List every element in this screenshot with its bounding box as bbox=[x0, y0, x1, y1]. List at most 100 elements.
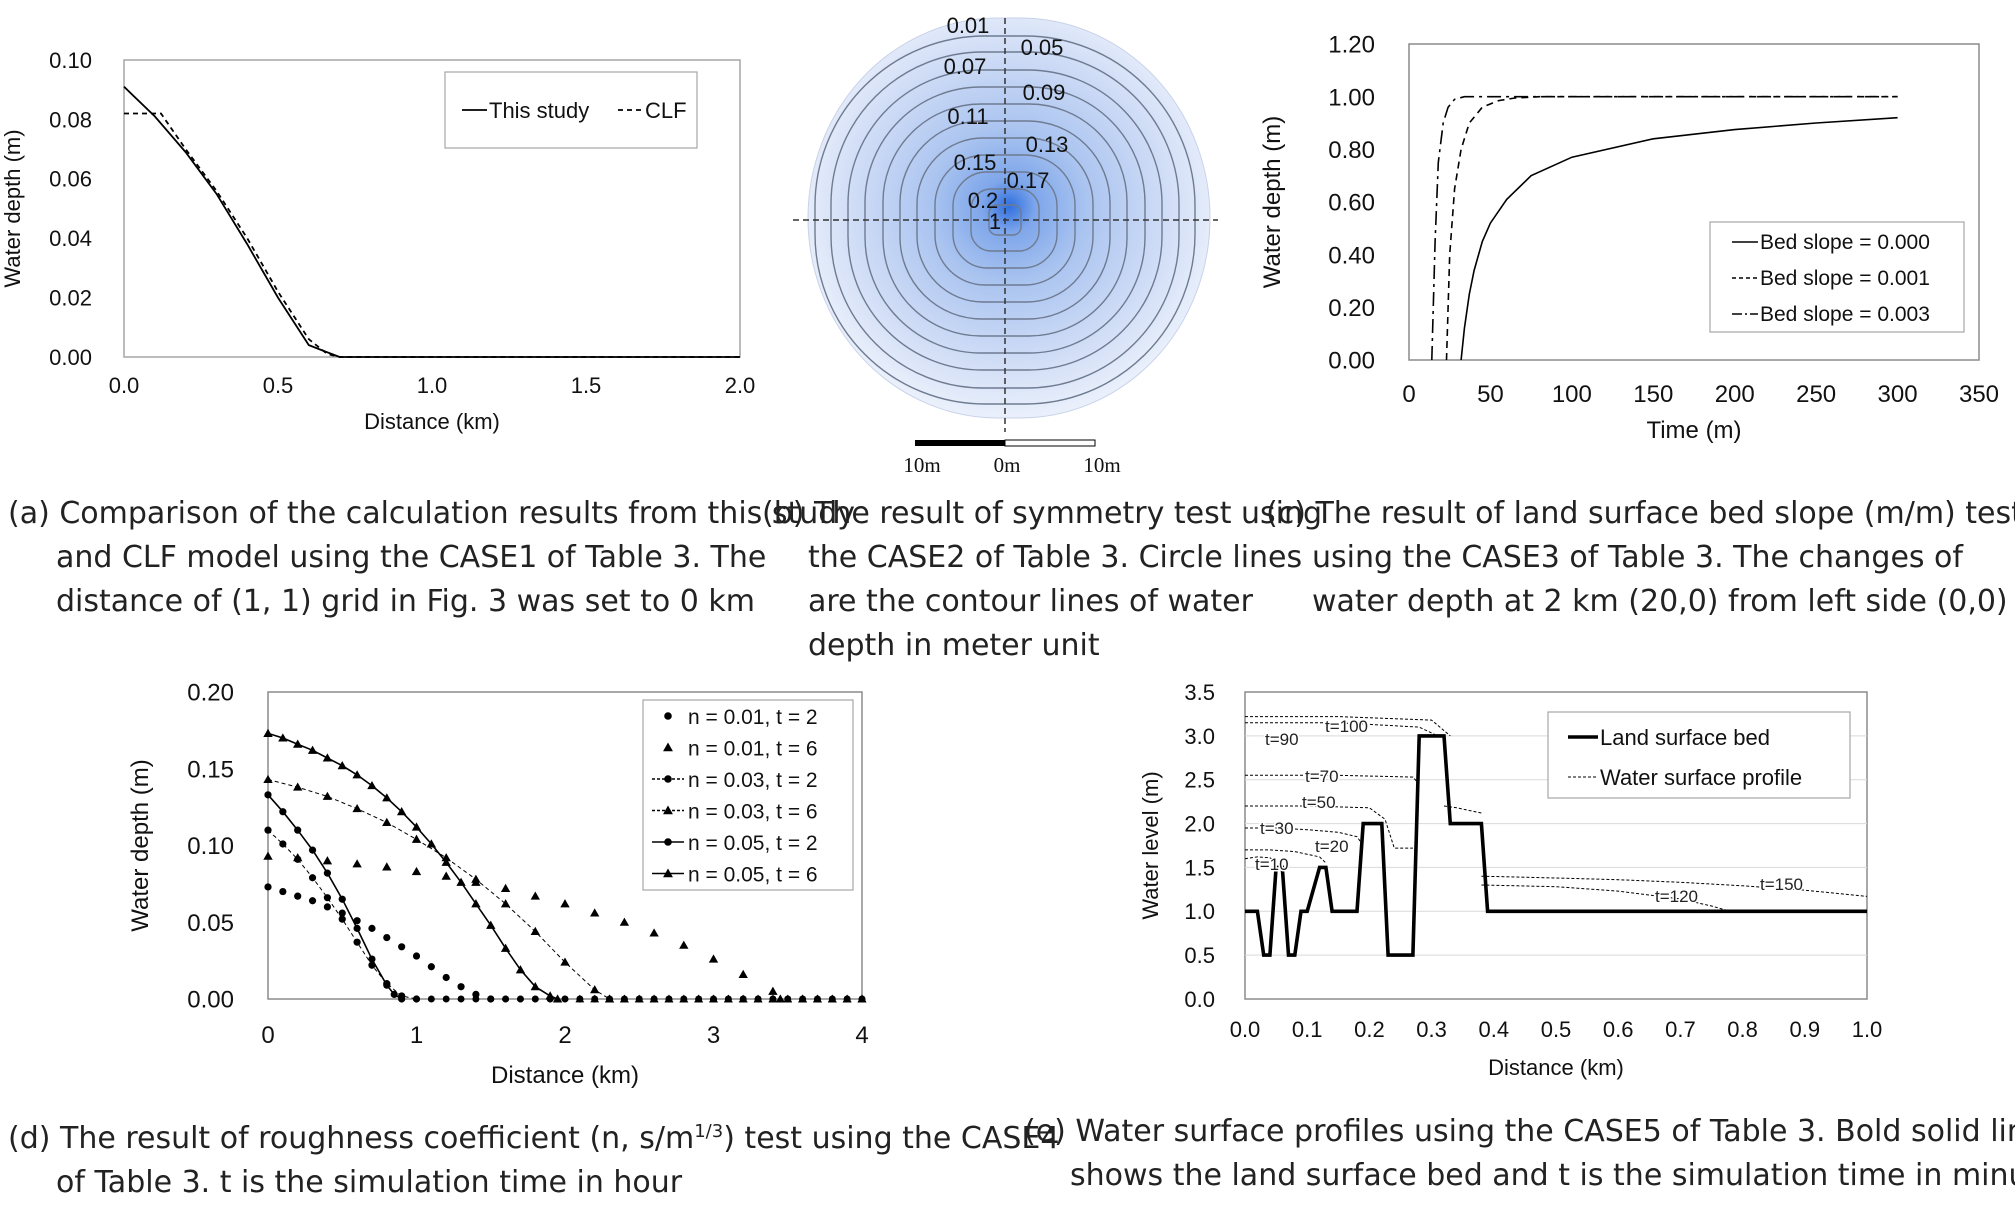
data-point bbox=[561, 995, 569, 1003]
y-tick-label: 1.00 bbox=[1328, 84, 1375, 111]
data-point bbox=[545, 991, 555, 1000]
x-axis-label: Distance (km) bbox=[364, 409, 500, 434]
caption-c-line-1: (c) The result of land surface bed slope… bbox=[1266, 496, 2015, 531]
legend-label: n = 0.01, t = 6 bbox=[688, 738, 818, 761]
contour-label: 1 bbox=[989, 209, 1001, 234]
x-tick-label: 0 bbox=[261, 1022, 274, 1049]
data-point bbox=[411, 866, 422, 876]
chart-c: 0 50 100 150 200 250 300 350 0.00 0.20 0.40 0.60 0.8… bbox=[1259, 32, 1999, 444]
data-point bbox=[552, 994, 563, 1003]
scale-bar-white bbox=[1004, 439, 1096, 447]
y-tick-label: 0.00 bbox=[187, 987, 234, 1014]
caption-a-line-2: and CLF model using the CASE1 of Table 3… bbox=[56, 540, 767, 575]
data-point bbox=[738, 994, 748, 1003]
data-point bbox=[353, 924, 361, 932]
y-tick-label: 1.0 bbox=[1184, 899, 1215, 924]
y-axis-label: Water level (m) bbox=[1138, 771, 1163, 919]
x-tick-label: 2 bbox=[558, 1022, 571, 1049]
y-tick-label: 0.20 bbox=[1328, 295, 1375, 322]
y-tick-label: 0.08 bbox=[49, 107, 92, 132]
contour-label: 0.2 bbox=[968, 188, 999, 213]
series-line-clf bbox=[124, 112, 740, 358]
data-point bbox=[308, 846, 317, 854]
data-point bbox=[738, 969, 748, 978]
water-surface-profile bbox=[1245, 774, 1420, 785]
data-point bbox=[390, 990, 398, 998]
data-point bbox=[263, 728, 273, 737]
data-point bbox=[694, 994, 704, 1003]
contour-label: 0.11 bbox=[947, 104, 988, 129]
data-point bbox=[353, 917, 361, 925]
x-axis-label: Time (m) bbox=[1646, 417, 1741, 444]
data-point bbox=[441, 871, 451, 880]
data-point bbox=[619, 994, 629, 1003]
profile-time-label: t=30 bbox=[1260, 819, 1294, 838]
data-point bbox=[502, 995, 509, 1003]
y-axis-label: Water depth (m) bbox=[127, 759, 154, 932]
legend: This study CLF bbox=[444, 71, 698, 149]
caption-d-text-a: (d) The result of roughness coefficient … bbox=[8, 1121, 695, 1156]
data-point bbox=[279, 887, 287, 896]
legend-label: n = 0.03, t = 6 bbox=[688, 801, 818, 824]
caption-e-line-1: (e) Water surface profiles using the CAS… bbox=[1024, 1114, 2015, 1149]
data-point bbox=[279, 808, 287, 816]
x-tick-label: 1.0 bbox=[1852, 1017, 1883, 1042]
caption-d-line-2: of Table 3. t is the simulation time in … bbox=[56, 1165, 683, 1200]
legend-label: Bed slope = 0.001 bbox=[1760, 267, 1930, 290]
legend-label-this-study: This study bbox=[489, 98, 589, 123]
chart-a: 0.0 0.5 1.0 1.5 2.0 0.00 0.02 0.04 0.06 0.08 0.10 D… bbox=[0, 48, 755, 434]
caption-a: (a) Comparison of the calculation result… bbox=[8, 492, 855, 624]
profile-time-label: t=70 bbox=[1305, 767, 1339, 786]
data-point bbox=[842, 994, 852, 1003]
caption-e: (e) Water surface profiles using the CAS… bbox=[1024, 1110, 2015, 1198]
data-point bbox=[426, 839, 437, 848]
x-tick-label: 0.9 bbox=[1790, 1017, 1821, 1042]
profile-time-label: t=150 bbox=[1760, 875, 1803, 894]
profile-time-label: t=90 bbox=[1265, 730, 1299, 749]
legend-label: Bed slope = 0.003 bbox=[1760, 303, 1930, 326]
series-line-this-study bbox=[123, 86, 740, 358]
series-line-5 bbox=[267, 732, 558, 1000]
plot-area-frame bbox=[1244, 691, 1868, 1000]
data-point bbox=[264, 826, 272, 834]
data-point bbox=[619, 917, 630, 926]
data-point bbox=[775, 994, 786, 1003]
data-point bbox=[323, 894, 331, 902]
y-tick-label: 0.00 bbox=[1328, 348, 1375, 375]
data-point bbox=[382, 817, 392, 826]
data-point bbox=[813, 994, 822, 1003]
data-point bbox=[413, 995, 420, 1003]
data-point bbox=[353, 938, 361, 946]
data-point bbox=[487, 995, 495, 1003]
legend-label: n = 0.05, t = 6 bbox=[688, 864, 818, 887]
caption-e-line-2: shows the land surface bed and t is the … bbox=[1070, 1158, 2015, 1193]
series-line-4 bbox=[267, 794, 403, 1000]
data-point bbox=[294, 892, 302, 900]
caption-c: (c) The result of land surface bed slope… bbox=[1266, 492, 2015, 624]
data-point bbox=[783, 994, 793, 1003]
data-point bbox=[530, 891, 540, 900]
caption-b: (b) The result of symmetry test using th… bbox=[762, 492, 1322, 668]
x-tick-label: 2.0 bbox=[725, 373, 756, 398]
x-tick-label: 0.8 bbox=[1727, 1017, 1758, 1042]
water-depth-field bbox=[807, 17, 1211, 419]
data-point bbox=[307, 745, 318, 754]
data-point bbox=[798, 994, 808, 1003]
x-tick-label: 0.0 bbox=[109, 373, 140, 398]
scale-bar-label: 10m bbox=[903, 453, 940, 477]
data-point bbox=[649, 994, 659, 1003]
y-tick-label: 0.0 bbox=[1184, 987, 1215, 1012]
data-point bbox=[500, 883, 511, 892]
x-tick-label: 4 bbox=[855, 1022, 868, 1049]
x-tick-label: 0.0 bbox=[1230, 1017, 1261, 1042]
caption-b-line-4: depth in meter unit bbox=[808, 628, 1100, 663]
data-point bbox=[857, 994, 867, 1003]
data-point bbox=[486, 920, 496, 929]
x-tick-label: 50 bbox=[1477, 381, 1504, 408]
data-point bbox=[308, 874, 317, 882]
contour-label: 0.15 bbox=[954, 150, 997, 175]
water-surface-profile bbox=[1245, 722, 1439, 737]
data-point bbox=[664, 994, 674, 1003]
data-point bbox=[367, 780, 377, 790]
